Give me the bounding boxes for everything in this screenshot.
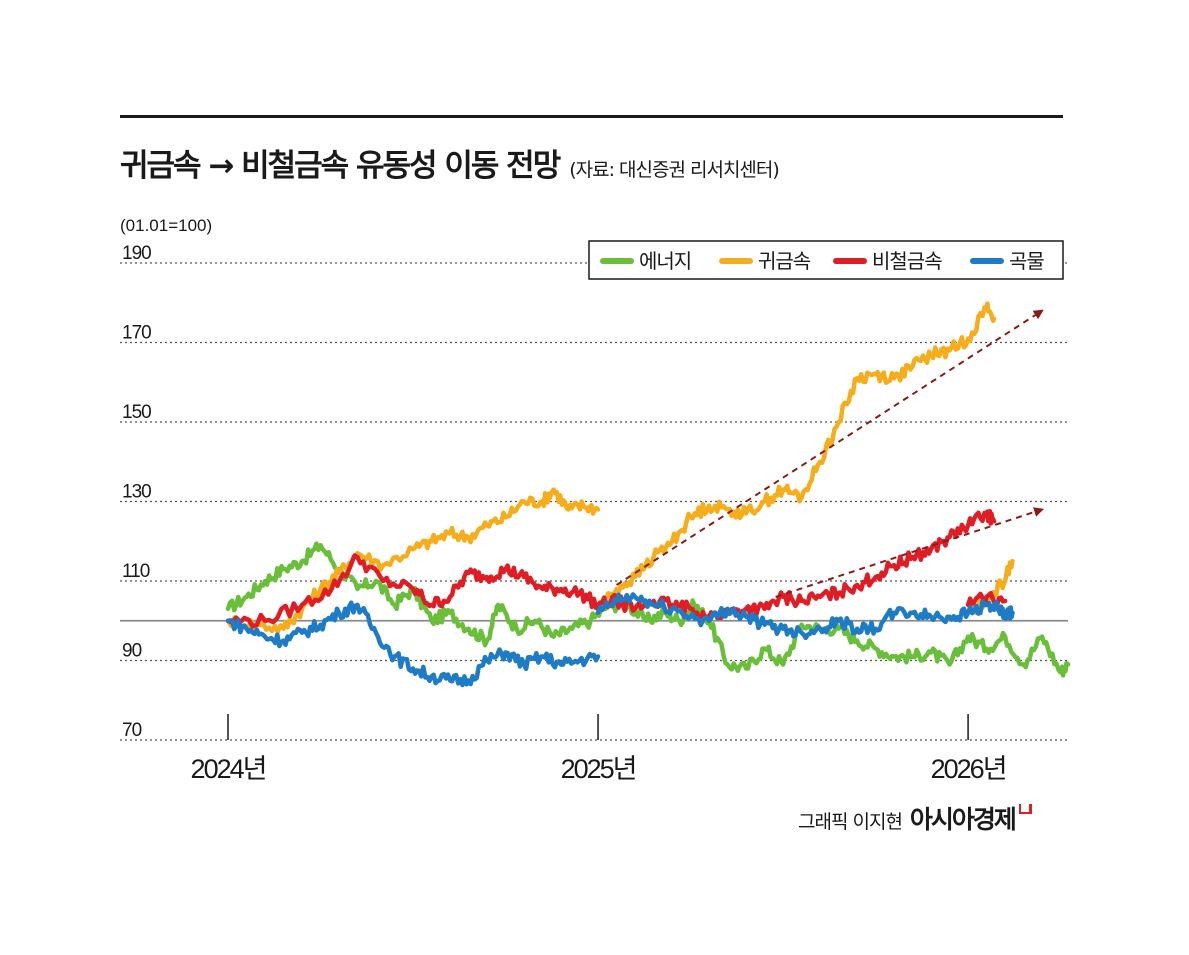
series-line-base (225, 553, 601, 629)
brand-mark-icon (1018, 804, 1032, 814)
legend-label: 귀금속 (758, 249, 811, 273)
series-line-grain (595, 592, 1015, 641)
series-line-base (965, 590, 1008, 608)
chart-title: 귀금속 → 비철금속 유동성 이동 전망 (120, 148, 561, 184)
x-tick-label: 2025년 (561, 754, 636, 784)
brand-logo: 아시아경제 (909, 805, 1017, 834)
x-tick-label: 2024년 (191, 754, 266, 784)
y-axis-unit-label: (01.01=100) (120, 216, 212, 235)
footer: 그래픽 이지현 아시아경제 (798, 800, 1032, 836)
y-tick-label: 130 (122, 482, 151, 503)
legend-label: 곡물 (1009, 249, 1044, 273)
source-note: (자료: 대신증권 리서치센터) (569, 159, 780, 181)
trend-arrow (775, 507, 1044, 598)
series-line-precious (225, 487, 601, 634)
x-tick-label: 2026년 (931, 754, 1006, 784)
graphic-credit: 그래픽 이지현 (798, 811, 903, 833)
y-tick-label: 170 (122, 323, 151, 344)
series-line-base (595, 508, 997, 622)
top-rule (120, 115, 1063, 118)
series-line-energy (225, 541, 1071, 678)
series-line-grain (225, 600, 601, 688)
y-tick-label: 90 (122, 641, 142, 662)
chart-title-block: 귀금속 → 비철금속 유동성 이동 전망 (자료: 대신증권 리서치센터) (120, 140, 780, 185)
legend-label: 비철금속 (872, 249, 942, 273)
y-tick-label: 110 (122, 561, 150, 582)
y-tick-label: 70 (122, 720, 142, 741)
legend-label: 에너지 (639, 249, 691, 273)
trend-arrow (616, 309, 1044, 586)
y-tick-label: 150 (122, 402, 151, 423)
series-line-precious (595, 301, 997, 612)
y-tick-label: 190 (122, 243, 151, 264)
